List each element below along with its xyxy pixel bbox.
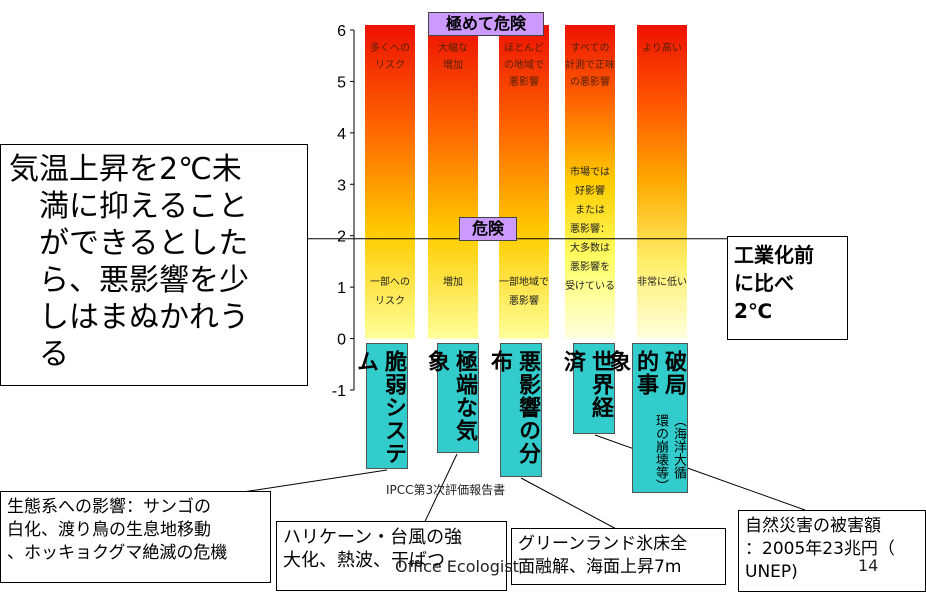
risk-bar bbox=[637, 25, 687, 339]
bar-bottom-label: 一部地域で bbox=[499, 275, 549, 288]
risk-bar bbox=[365, 25, 415, 339]
y-tick-label: 3 bbox=[337, 177, 346, 194]
bar-top-label: すべての bbox=[571, 42, 610, 54]
bar-bottom-label: 大多数は bbox=[570, 241, 610, 254]
category-extreme-weather: 極端な気象 bbox=[424, 343, 479, 453]
y-tick-label: 4 bbox=[337, 126, 346, 143]
bar-bottom-label: または bbox=[575, 204, 605, 216]
callout-disaster-damage: 自然災害の被害額 ：2005年23兆円（ UNEP) bbox=[738, 510, 926, 592]
bar-bottom-label: 悪影響 bbox=[509, 294, 539, 307]
callout-ecosystem: 生態系への影響：サンゴの 白化、渡り鳥の生息地移動 、ホッキョクグマ絶滅の危機 bbox=[0, 491, 271, 583]
bar-bottom-label: 市場では bbox=[570, 165, 610, 178]
callout-greenland: グリーンランド氷床全 面融解、海面上昇7m bbox=[511, 528, 726, 585]
right-message-box: 工業化前 に比べ 2℃ bbox=[727, 236, 848, 340]
category-catastrophic-events: 破局的事象 （海洋大循環の崩壊等） bbox=[605, 343, 688, 493]
bar-bottom-label: 受けている bbox=[565, 280, 615, 292]
bar-bottom-label: 好影響 bbox=[575, 184, 605, 197]
bar-top-label: 増加 bbox=[443, 58, 463, 71]
bar-bottom-label: 悪影響を bbox=[570, 260, 610, 273]
bar-top-label: 大幅な bbox=[438, 41, 468, 54]
left-message-box: 気温上昇を2℃未 満に抑えること ができるとした ら、悪影響を少 しはまぬかれう… bbox=[0, 144, 308, 386]
bar-top-label: 多くへの bbox=[370, 41, 410, 54]
category-impact-distribution: 悪影響の分布 bbox=[487, 343, 542, 477]
y-axis: 6 5 4 3 2 1 0 -1 bbox=[332, 23, 355, 400]
y-tick-label: 1 bbox=[337, 280, 346, 297]
footer-page-number: 14 bbox=[858, 556, 879, 575]
callout-connector bbox=[229, 469, 388, 495]
category-global-economy: 世界経済 bbox=[560, 343, 615, 434]
extreme-danger-tag: 極めて危険 bbox=[428, 12, 544, 36]
y-tick-label: 6 bbox=[337, 23, 346, 40]
source-label: IPCC第3次評価報告書 bbox=[386, 483, 506, 497]
risk-bar bbox=[565, 25, 615, 339]
y-tick-label: 0 bbox=[337, 332, 346, 349]
risk-bar bbox=[499, 25, 549, 339]
risk-bar bbox=[428, 25, 478, 339]
danger-tag: 危険 bbox=[459, 217, 517, 241]
bar-bottom-label: 増加 bbox=[443, 275, 463, 288]
bar-top-label: より高い bbox=[642, 41, 682, 54]
bar-bottom-label: リスク bbox=[375, 295, 405, 307]
callout-connector bbox=[594, 434, 806, 511]
bar-top-label: の悪影響 bbox=[570, 75, 610, 88]
category-vulnerable-systems: 脆弱システム bbox=[353, 343, 408, 469]
callout-connector bbox=[419, 453, 458, 533]
bar-bottom-label: 悪影響： bbox=[570, 222, 610, 235]
bar-top-label: 悪影響 bbox=[509, 75, 539, 88]
bar-top-label: の地域で bbox=[504, 58, 544, 71]
bar-top-label: リスク bbox=[375, 59, 405, 71]
footer-author: Office Ecologist bbox=[395, 557, 519, 576]
bar-bottom-label: 一部への bbox=[370, 275, 410, 288]
bar-top-label: 計測で正味 bbox=[565, 58, 615, 71]
bar-top-label: ほとんど bbox=[504, 42, 544, 54]
callout-weather: ハリケーン・台風の強 大化、熱波、干ばつ bbox=[276, 521, 507, 591]
bar-bottom-label: 非常に低い bbox=[637, 275, 687, 288]
y-tick-label: 5 bbox=[337, 74, 346, 91]
y-tick-label: 2 bbox=[337, 229, 346, 246]
callout-connector bbox=[520, 477, 621, 532]
y-tick-label: -1 bbox=[332, 383, 346, 400]
